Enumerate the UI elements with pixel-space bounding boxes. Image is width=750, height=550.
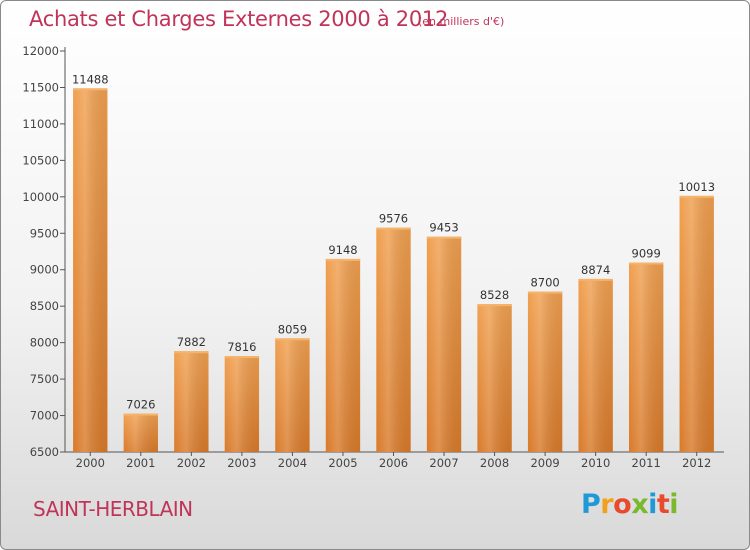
bar-top-edge — [275, 338, 310, 341]
bar-top-edge — [73, 88, 108, 91]
value-label: 9148 — [328, 243, 357, 257]
bar-top-edge — [629, 262, 664, 265]
value-label: 10013 — [678, 180, 715, 194]
chart-bars: 11488 7026 7882 7816 8059 9148 9576 9453 8528 870… — [72, 72, 715, 452]
x-tick-label: 2002 — [177, 456, 206, 470]
x-tick-label: 2001 — [126, 456, 155, 470]
proxiti-logo[interactable]: Proxiti — [581, 489, 679, 520]
y-tick-label: 8500 — [30, 299, 59, 313]
x-tick-label: 2006 — [379, 456, 408, 470]
value-label: 11488 — [72, 72, 109, 86]
bar-shine — [73, 88, 108, 452]
logo-letter: t — [656, 489, 670, 520]
x-tick-label: 2012 — [682, 456, 711, 470]
value-label: 8528 — [480, 288, 509, 302]
y-tick-label: 9000 — [30, 263, 59, 277]
chart-axes: 6500 7000 7500 8000 8500 9000 9500 10000 10500 11… — [22, 44, 724, 470]
bar-shine — [174, 351, 209, 452]
value-label: 7882 — [177, 335, 206, 349]
bar-top-edge — [426, 236, 462, 239]
x-tick-label: 2003 — [227, 456, 256, 470]
x-tick-label: 2010 — [581, 456, 610, 470]
value-label: 8059 — [278, 322, 307, 336]
chart-title: Achats et Charges Externes 2000 à 2012 — [29, 7, 449, 31]
logo-letter: o — [613, 489, 632, 520]
x-tick-label: 2000 — [76, 456, 105, 470]
value-label: 7816 — [227, 340, 256, 354]
x-tick-label: 2011 — [632, 456, 661, 470]
bar-shine — [224, 356, 260, 452]
value-label: 9576 — [379, 212, 408, 226]
bar-shine — [679, 195, 714, 452]
logo-letter: r — [600, 489, 614, 520]
x-tick-label: 2004 — [278, 456, 307, 470]
x-tick-label: 2007 — [429, 456, 458, 470]
y-tick-label: 10500 — [22, 153, 59, 167]
bar-top-edge — [679, 195, 714, 198]
y-tick-label: 11500 — [22, 80, 59, 94]
bar-shine — [578, 278, 613, 452]
y-tick-label: 12000 — [22, 44, 59, 58]
y-tick-label: 8000 — [30, 336, 59, 350]
y-tick-label: 7000 — [30, 409, 59, 423]
bar-shine — [275, 338, 310, 452]
y-tick-label: 11000 — [22, 117, 59, 131]
bar-top-edge — [123, 413, 158, 416]
bar-top-edge — [325, 258, 361, 261]
value-label: 9453 — [429, 221, 458, 235]
bar-top-edge — [174, 351, 209, 354]
bar-shine — [477, 304, 512, 452]
city-name: SAINT-HERBLAIN — [33, 497, 193, 521]
bar-shine — [527, 291, 563, 452]
bar-shine — [325, 258, 361, 452]
bar-top-edge — [527, 291, 563, 294]
x-tick-label: 2005 — [328, 456, 357, 470]
logo-letter: i — [669, 489, 679, 520]
bar-shine — [123, 413, 158, 452]
value-label: 8700 — [530, 276, 559, 290]
chart-subtitle: (en milliers d'€) — [418, 15, 505, 28]
bar-top-edge — [477, 304, 512, 307]
logo-letter: P — [581, 489, 601, 520]
bar-top-edge — [224, 356, 260, 359]
logo-letter: x — [631, 489, 649, 520]
x-tick-label: 2009 — [530, 456, 559, 470]
bar-top-edge — [376, 227, 411, 230]
y-tick-label: 6500 — [30, 445, 59, 459]
bar-top-edge — [578, 278, 613, 281]
bar-shine — [426, 236, 462, 452]
y-tick-label: 7500 — [30, 372, 59, 386]
value-label: 7026 — [126, 398, 155, 412]
bar-shine — [629, 262, 664, 452]
y-tick-label: 9500 — [30, 226, 59, 240]
y-tick-label: 10000 — [22, 190, 59, 204]
x-tick-label: 2008 — [480, 456, 509, 470]
logo-letter: i — [648, 489, 657, 520]
bar-shine — [376, 227, 411, 452]
value-label: 8874 — [581, 263, 610, 277]
value-label: 9099 — [632, 247, 661, 261]
